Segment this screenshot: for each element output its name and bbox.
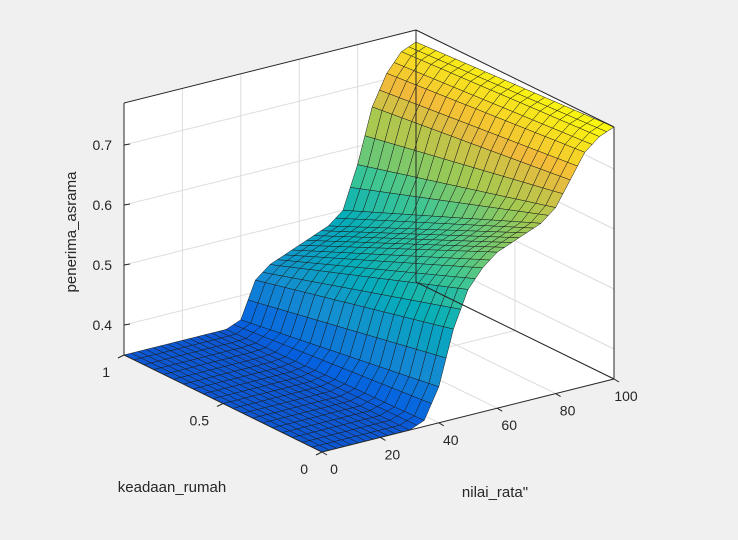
x-tick-label: 40 bbox=[443, 432, 459, 448]
z-tick-mark bbox=[123, 263, 131, 266]
y-tick-mark bbox=[315, 451, 323, 456]
surface-mesh bbox=[123, 41, 615, 453]
tick-labels: 0 20 40 60 80 100 0 0.5 1 0.4 0.5 0.6 0.7 bbox=[93, 137, 638, 477]
x-tick-label: 20 bbox=[385, 446, 401, 462]
z-tick-label: 0.4 bbox=[93, 317, 113, 333]
z-tick-mark bbox=[123, 203, 131, 206]
z-tick-label: 0.6 bbox=[93, 197, 113, 213]
axis-edge bbox=[123, 29, 417, 104]
z-tick-label: 0.7 bbox=[93, 137, 113, 153]
x-tick-label: 100 bbox=[614, 388, 638, 404]
y-axis-label: keadaan_rumah bbox=[118, 479, 226, 496]
x-tick-label: 80 bbox=[560, 403, 576, 419]
x-tick-label: 60 bbox=[501, 417, 517, 433]
x-tick-mark bbox=[496, 407, 503, 412]
x-tick-mark bbox=[555, 393, 561, 398]
x-tick-mark bbox=[380, 436, 386, 441]
axis-edge bbox=[415, 281, 615, 380]
z-tick-label: 0.5 bbox=[93, 257, 113, 273]
axis-edge bbox=[415, 29, 615, 128]
x-tick-mark bbox=[613, 378, 620, 383]
y-tick-label: 1 bbox=[102, 364, 110, 380]
z-tick-mark bbox=[123, 143, 131, 146]
x-axis-label: nilai_rata" bbox=[462, 484, 528, 501]
y-tick-mark bbox=[216, 403, 224, 407]
y-tick-mark bbox=[117, 354, 125, 359]
x-tick-label: 0 bbox=[330, 461, 338, 477]
x-tick-mark bbox=[321, 451, 328, 456]
axis-edge bbox=[321, 378, 615, 453]
y-tick-label: 0.5 bbox=[190, 413, 210, 429]
z-axis-label: penerima_asrama bbox=[63, 171, 80, 293]
x-tick-mark bbox=[438, 422, 445, 427]
grid-line bbox=[123, 71, 417, 146]
y-tick-label: 0 bbox=[300, 461, 308, 477]
z-tick-mark bbox=[123, 323, 131, 326]
